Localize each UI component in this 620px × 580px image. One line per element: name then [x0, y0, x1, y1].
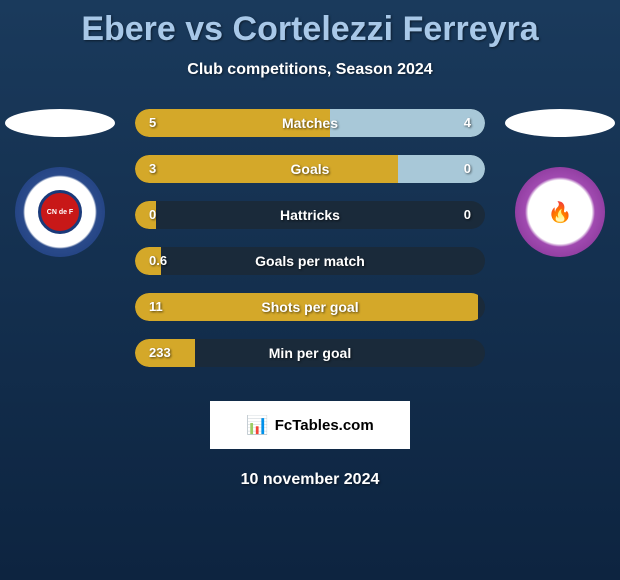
- stat-label: Min per goal: [135, 339, 485, 367]
- stat-row: 0.6Goals per match: [135, 247, 485, 275]
- stats-area: CN de F 🔥 5Matches43Goals00Hattricks00.6…: [0, 109, 620, 389]
- stat-label: Matches: [135, 109, 485, 137]
- stat-label: Shots per goal: [135, 293, 485, 321]
- player-silhouette-right: [505, 109, 615, 137]
- stat-row: 0Hattricks0: [135, 201, 485, 229]
- stat-bars: 5Matches43Goals00Hattricks00.6Goals per …: [135, 109, 485, 385]
- team-badge-right: 🔥: [515, 167, 605, 257]
- chart-icon: 📊: [246, 415, 268, 436]
- stat-label: Goals: [135, 155, 485, 183]
- branding-text: FcTables.com: [275, 417, 374, 434]
- left-player-column: CN de F: [0, 109, 120, 257]
- subtitle: Club competitions, Season 2024: [0, 61, 620, 79]
- date-label: 10 november 2024: [0, 471, 620, 489]
- stat-row: 11Shots per goal: [135, 293, 485, 321]
- stat-value-right: 4: [464, 109, 471, 137]
- stat-row: 3Goals0: [135, 155, 485, 183]
- stat-value-right: 0: [464, 201, 471, 229]
- stat-row: 5Matches4: [135, 109, 485, 137]
- branding-box: 📊 FcTables.com: [210, 401, 410, 449]
- player-silhouette-left: [5, 109, 115, 137]
- right-player-column: 🔥: [500, 109, 620, 257]
- stat-value-right: 0: [464, 155, 471, 183]
- stat-label: Goals per match: [135, 247, 485, 275]
- team-badge-left: CN de F: [15, 167, 105, 257]
- team-badge-left-text: CN de F: [38, 190, 82, 234]
- team-badge-right-emblem: 🔥: [540, 190, 580, 234]
- stat-row: 233Min per goal: [135, 339, 485, 367]
- page-title: Ebere vs Cortelezzi Ferreyra: [0, 0, 620, 49]
- stat-label: Hattricks: [135, 201, 485, 229]
